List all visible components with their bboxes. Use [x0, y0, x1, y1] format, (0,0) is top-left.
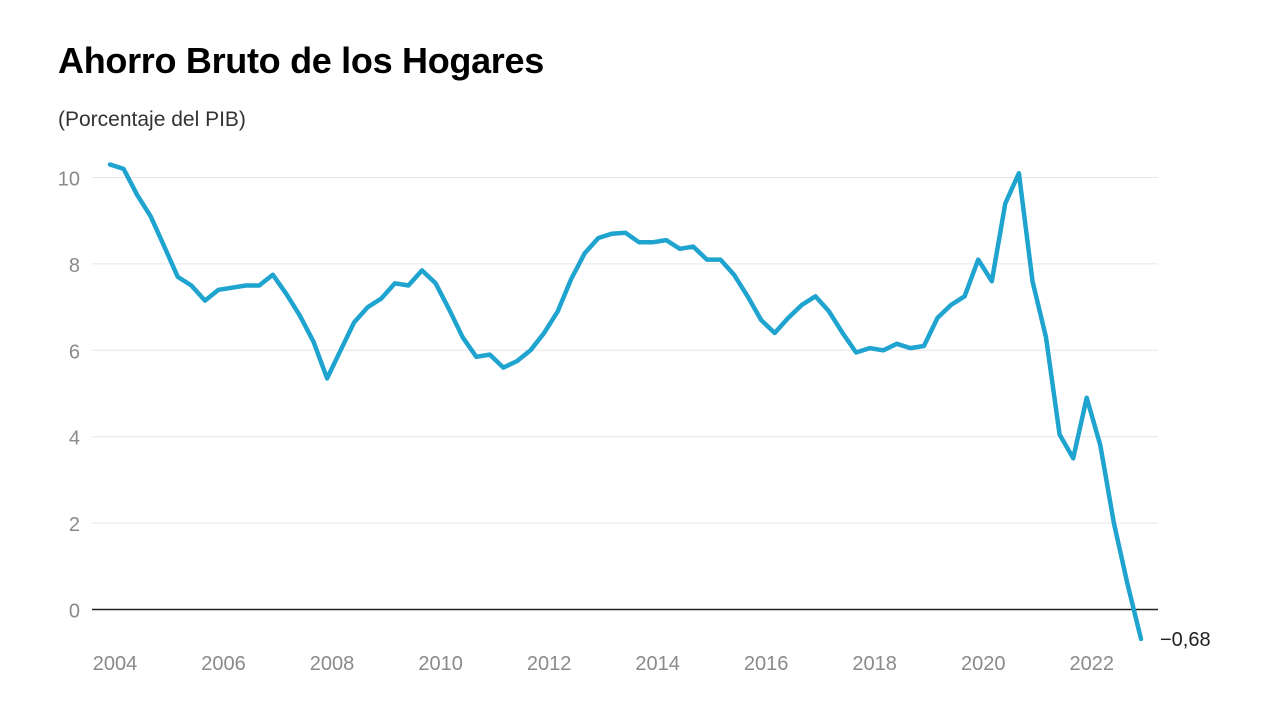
series-layer	[107, 162, 1144, 642]
x-tick-label: 2014	[635, 653, 680, 675]
annotations: −0,68	[1160, 629, 1211, 651]
y-tick-label: 4	[69, 428, 80, 450]
y-tick-label: 10	[58, 169, 80, 191]
gridlines	[92, 177, 1158, 524]
x-tick-label: 2016	[744, 653, 789, 675]
x-tick-label: 2006	[201, 653, 246, 675]
x-tick-label: 2022	[1069, 653, 1114, 675]
y-axis-ticks: 0 2 4 6 8 10	[58, 169, 80, 623]
x-tick-label: 2004	[93, 653, 138, 675]
y-tick-label: 6	[69, 341, 80, 363]
x-axis-ticks: 2004 2006 2008 2010 2012 2014 2016 2018 2020 2022	[93, 653, 1114, 675]
x-tick-label: 2018	[852, 653, 897, 675]
chart-subtitle: (Porcentaje del PIB)	[58, 108, 246, 131]
end-value-label: −0,68	[1160, 629, 1211, 651]
y-tick-label: 8	[69, 255, 80, 277]
x-tick-label: 2008	[310, 653, 355, 675]
chart-title: Ahorro Bruto de los Hogares	[58, 40, 544, 81]
x-tick-label: 2012	[527, 653, 572, 675]
series-line	[107, 162, 1144, 642]
x-tick-label: 2020	[961, 653, 1006, 675]
x-tick-label: 2010	[418, 653, 463, 675]
y-tick-label: 0	[69, 601, 80, 623]
y-tick-label: 2	[69, 514, 80, 536]
